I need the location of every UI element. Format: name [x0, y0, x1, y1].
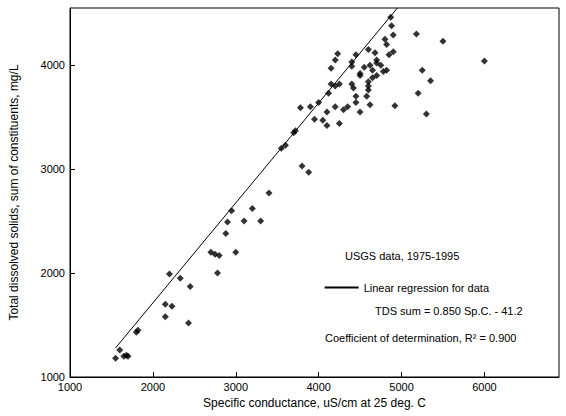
svg-text:1000: 1000 — [40, 371, 65, 383]
svg-text:6000: 6000 — [472, 381, 496, 393]
svg-text:4000: 4000 — [306, 381, 330, 393]
svg-text:1000: 1000 — [58, 381, 82, 393]
svg-text:TDS sum = 0.850 Sp.C. - 41.2: TDS sum = 0.850 Sp.C. - 41.2 — [375, 305, 523, 317]
svg-text:2000: 2000 — [41, 267, 65, 279]
svg-text:Total dissolved solids, sum of: Total dissolved solids, sum of constitue… — [7, 64, 21, 320]
svg-text:Specific conductance, uS/cm at: Specific conductance, uS/cm at 25 deg. C — [203, 396, 426, 410]
svg-text:4000: 4000 — [41, 59, 65, 71]
svg-text:USGS data, 1975-1995: USGS data, 1975-1995 — [345, 250, 459, 262]
svg-text:Coefficient of determination,: Coefficient of determination, R² = 0.900 — [325, 332, 517, 344]
svg-text:3000: 3000 — [224, 381, 248, 393]
svg-text:Linear regression for data: Linear regression for data — [364, 282, 490, 294]
svg-text:5000: 5000 — [389, 381, 413, 393]
svg-text:3000: 3000 — [41, 163, 65, 175]
svg-text:2000: 2000 — [141, 381, 165, 393]
